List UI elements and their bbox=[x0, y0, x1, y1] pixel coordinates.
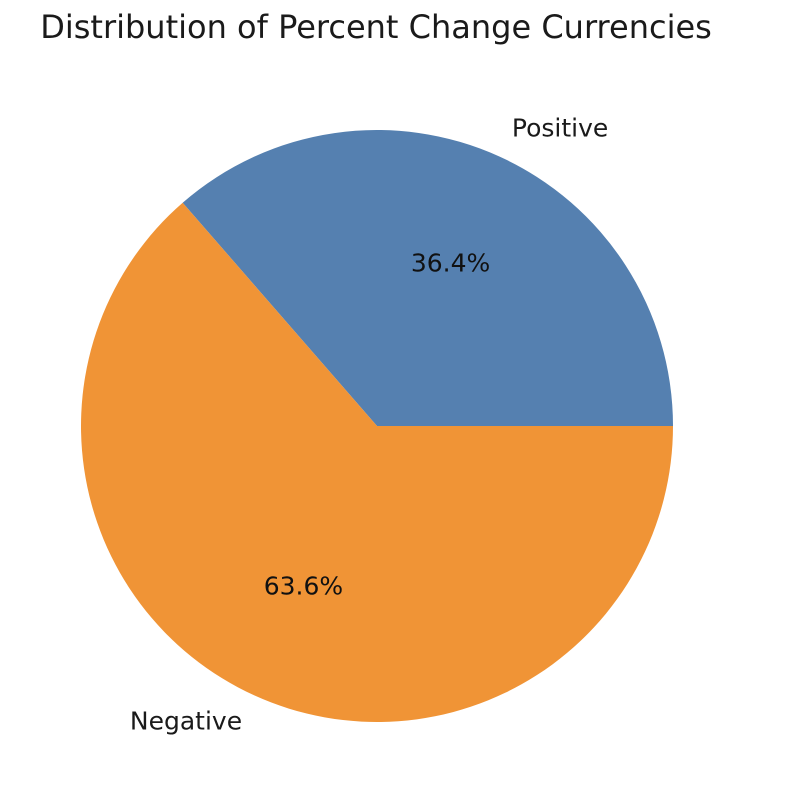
percent-label-negative: 63.6% bbox=[264, 572, 343, 601]
pie-slice-positive bbox=[182, 129, 673, 426]
percent-label-positive: 36.4% bbox=[411, 248, 490, 277]
pie-slice-negative bbox=[81, 202, 673, 722]
chart-title: Distribution of Percent Change Currencie… bbox=[40, 8, 712, 46]
slice-label-positive: Positive bbox=[512, 114, 608, 143]
slice-label-negative: Negative bbox=[130, 706, 242, 735]
